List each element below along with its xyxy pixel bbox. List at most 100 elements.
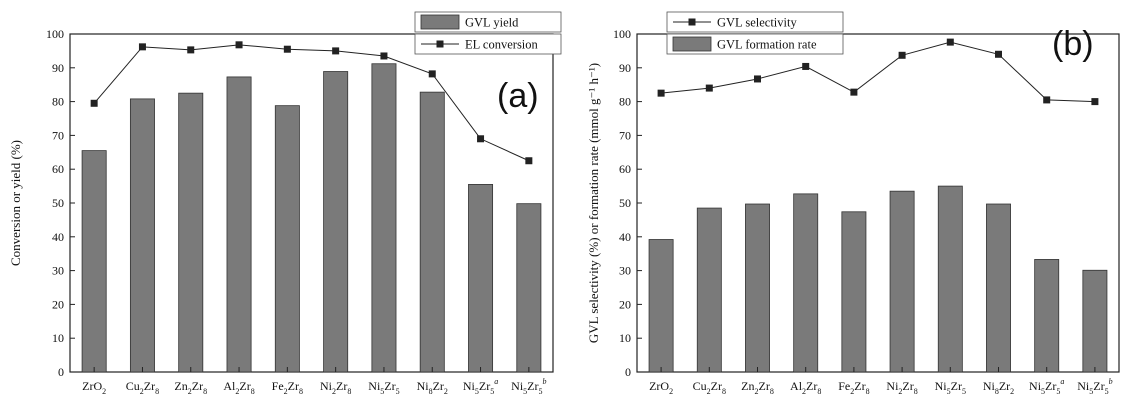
y-tick-label: 20: [52, 297, 64, 311]
line-marker: [898, 51, 906, 59]
panel-label: (a): [497, 77, 539, 115]
bar: [81, 150, 107, 373]
x-tick-label: Ni5Zr5b: [1077, 377, 1112, 396]
bar: [986, 203, 1011, 373]
x-tick-label: ZrO2: [82, 379, 106, 396]
legend-label: GVL selectivity: [717, 16, 797, 30]
legend-label: GVL yield: [465, 16, 519, 30]
x-tick-label: Zn2Zr8: [174, 379, 207, 396]
x-tick-label: Cu2Zr8: [126, 379, 159, 396]
x-tick-label: Al2Zr8: [790, 379, 821, 396]
line-marker: [477, 135, 485, 143]
line-marker: [380, 52, 388, 60]
x-tick-label: ZrO2: [649, 379, 673, 396]
legend-bar-swatch: [420, 14, 460, 30]
legend: GVL yield EL conversion: [414, 11, 562, 55]
x-tick-label: Ni8Zr2: [983, 379, 1014, 396]
x-tick-label: Fe2Zr8: [838, 379, 869, 396]
line-marker: [138, 43, 146, 51]
y-axis-title: GVL selectivity (%) or formation rate (m…: [586, 63, 601, 343]
legend-label: EL conversion: [465, 38, 539, 52]
legend: GVL selectivity GVL formation rate: [666, 11, 844, 55]
legend-marker-swatch: [436, 40, 444, 48]
line-marker: [283, 45, 291, 53]
legend-label: GVL formation rate: [717, 38, 817, 52]
x-tick-label: Ni2Zr8: [320, 379, 351, 396]
y-tick-label: 90: [52, 61, 64, 75]
bar: [516, 203, 542, 373]
x-tick-label: Ni5Zr5a: [463, 377, 498, 396]
line-marker: [187, 46, 195, 54]
y-axis-title: Conversion or yield (%): [8, 140, 23, 266]
bar: [937, 185, 963, 373]
x-tick-label: Ni8Zr2: [417, 379, 448, 396]
bar: [129, 98, 155, 373]
line-marker: [428, 70, 436, 78]
x-tick-label: Ni5Zr5a: [1029, 377, 1064, 396]
series-line: [93, 44, 530, 162]
y-tick-label: 80: [619, 95, 631, 109]
x-tick-label: Ni2Zr8: [886, 379, 917, 396]
y-tick-label: 0: [58, 365, 64, 379]
bar: [889, 190, 915, 373]
line-marker: [657, 89, 665, 97]
y-tick-label: 60: [619, 162, 631, 176]
line-marker: [946, 38, 954, 46]
y-tick-label: 40: [52, 230, 64, 244]
legend-box: [666, 11, 844, 33]
line-marker: [802, 62, 810, 70]
y-tick-label: 10: [619, 331, 631, 345]
series-line: [661, 41, 1095, 103]
x-tick-label: Ni5Zr5b: [511, 377, 546, 396]
y-tick-label: 60: [52, 162, 64, 176]
bar: [648, 239, 674, 373]
chart-panel-1: 0 10 20 30 40 50 60 70 80 90 100 Conversion or yiel…: [8, 11, 562, 396]
line-marker: [705, 84, 713, 92]
y-tick-label: 70: [619, 128, 631, 142]
y-tick-label: 100: [613, 27, 631, 41]
bar: [468, 184, 494, 373]
y-tick-label: 70: [52, 128, 64, 142]
bar: [793, 193, 819, 373]
y-tick-label: 10: [52, 331, 64, 345]
y-tick-label: 100: [46, 27, 64, 41]
bar: [745, 203, 770, 373]
panel-label: (b): [1052, 25, 1094, 63]
bar: [419, 91, 445, 373]
line-marker: [525, 157, 533, 165]
y-tick-label: 30: [52, 264, 64, 278]
bar: [371, 63, 397, 373]
bar: [178, 92, 204, 373]
line-marker: [995, 50, 1002, 58]
bar: [841, 211, 867, 373]
x-tick-label: Ni5Zr5: [935, 379, 966, 396]
y-tick-label: 50: [619, 196, 631, 210]
x-tick-label: Zn2Zr8: [741, 379, 774, 396]
y-tick-label: 20: [619, 297, 631, 311]
y-tick-label: 40: [619, 230, 631, 244]
y-tick-label: 0: [625, 365, 631, 379]
bar: [323, 71, 349, 373]
chart-panel-2: 0 10 20 30 40 50 60 70 80 90 100 GVL selectivity (%…: [586, 11, 1120, 396]
y-tick-label: 80: [52, 95, 64, 109]
line-marker: [1091, 98, 1099, 106]
bar: [274, 105, 300, 373]
x-tick-label: Fe2Zr8: [272, 379, 303, 396]
legend-marker-swatch: [688, 18, 696, 26]
x-tick-label: Ni5Zr5: [368, 379, 399, 396]
bar: [696, 207, 722, 373]
y-tick-label: 90: [619, 61, 631, 75]
x-tick-label: Al2Zr8: [223, 379, 254, 396]
line-marker: [754, 75, 761, 83]
y-tick-label: 50: [52, 196, 64, 210]
line-marker: [1043, 96, 1051, 104]
line-marker: [90, 99, 98, 107]
x-tick-label: Cu2Zr8: [693, 379, 726, 396]
legend-bar-swatch: [672, 36, 712, 52]
bar: [1034, 259, 1060, 373]
y-tick-label: 30: [619, 264, 631, 278]
line-marker: [850, 88, 858, 96]
bar: [226, 76, 252, 373]
line-marker: [235, 41, 243, 49]
